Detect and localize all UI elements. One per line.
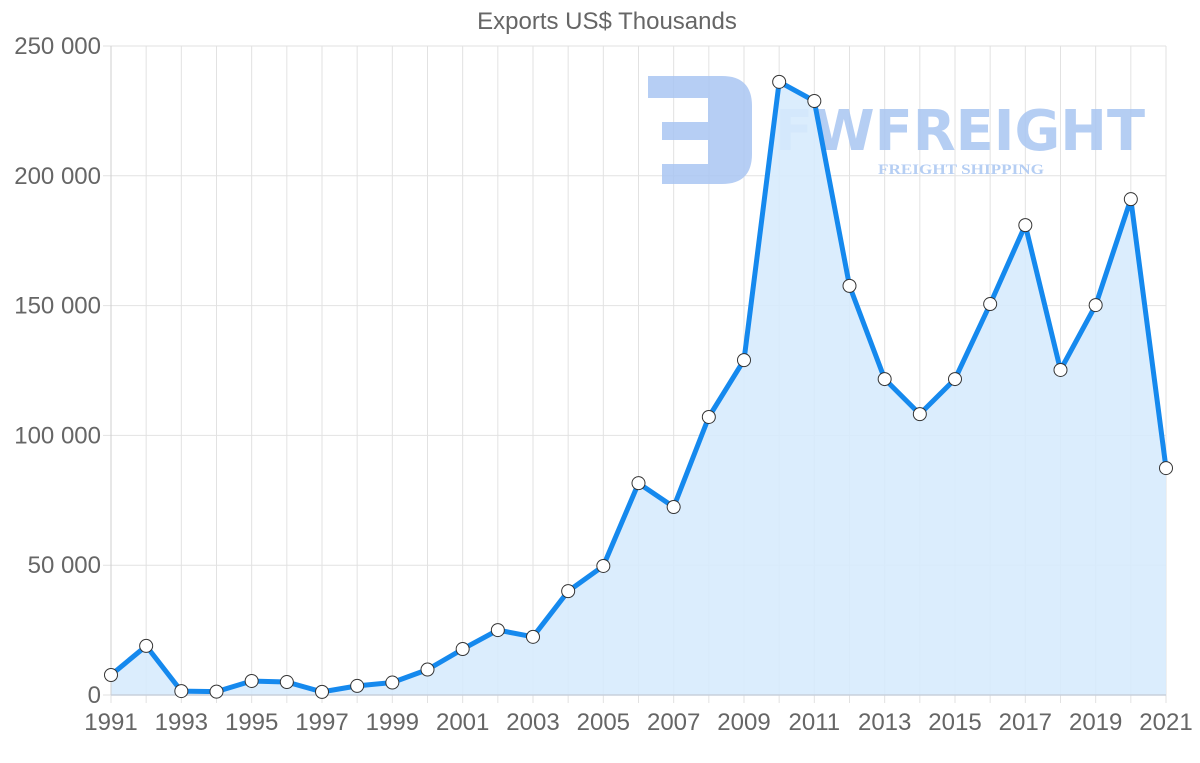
x-tick-label: 1999 — [366, 709, 419, 736]
x-tick-label: 1993 — [155, 709, 208, 736]
data-point-2019[interactable] — [1088, 298, 1103, 313]
data-point-1994[interactable] — [209, 684, 224, 699]
data-point-2009[interactable] — [737, 353, 751, 368]
data-point-2018[interactable] — [1053, 362, 1068, 377]
y-tick-label: 50 000 — [28, 552, 101, 579]
data-point-2006[interactable] — [631, 476, 646, 491]
y-tick-label: 100 000 — [14, 422, 101, 449]
data-point-2021[interactable] — [1159, 461, 1173, 476]
x-tick-label: 2015 — [928, 709, 981, 736]
watermark-logo: FWFREIGHT FREIGHT SHIPPING — [648, 76, 1145, 184]
data-point-2000[interactable] — [420, 662, 435, 677]
data-point-2005[interactable] — [596, 558, 611, 573]
data-point-2017[interactable] — [1018, 218, 1033, 233]
data-point-2001[interactable] — [455, 642, 470, 657]
chart-title: Exports US$ Thousands — [477, 8, 737, 35]
x-tick-label: 1995 — [225, 709, 278, 736]
x-tick-label: 2011 — [789, 709, 841, 736]
x-tick-label: 2003 — [506, 709, 559, 736]
x-tick-label: 2017 — [999, 709, 1052, 736]
data-point-2012[interactable] — [842, 278, 857, 293]
y-tick-label: 250 000 — [14, 33, 101, 60]
x-tick-label: 2009 — [717, 709, 770, 736]
data-point-2015[interactable] — [948, 372, 962, 387]
x-tick-label: 1991 — [84, 709, 137, 736]
data-point-1997[interactable] — [315, 684, 329, 699]
x-tick-label: 2007 — [647, 709, 700, 736]
x-tick-label: 2019 — [1069, 709, 1122, 736]
data-point-1999[interactable] — [385, 675, 400, 690]
x-tick-label: 1997 — [295, 709, 348, 736]
data-point-2014[interactable] — [912, 407, 927, 422]
x-tick-label: 2013 — [858, 709, 911, 736]
data-point-2011[interactable] — [807, 94, 822, 109]
data-point-1991[interactable] — [104, 668, 118, 683]
data-point-1998[interactable] — [350, 678, 365, 693]
data-point-2008[interactable] — [701, 409, 716, 424]
x-axis-ticks: 1991 1993 1995 1997 1999 2001 2003 2005 2007 2009… — [84, 709, 1192, 736]
data-point-1993[interactable] — [174, 684, 189, 699]
y-tick-label: 0 — [88, 682, 101, 709]
data-point-2016[interactable] — [983, 297, 998, 312]
watermark-brand: FWFREIGHT — [775, 99, 1145, 164]
data-point-1995[interactable] — [244, 673, 259, 688]
data-point-2004[interactable] — [561, 584, 576, 599]
x-tick-label: 2001 — [436, 709, 489, 736]
y-tick-label: 150 000 — [14, 293, 101, 320]
data-point-1996[interactable] — [279, 675, 294, 690]
data-point-1992[interactable] — [139, 638, 154, 653]
data-point-2007[interactable] — [666, 500, 681, 515]
data-point-2010[interactable] — [772, 74, 787, 89]
y-axis-ticks: 0 50 000 100 000 150 000 200 000 250 000 — [14, 33, 101, 709]
x-tick-label: 2021 — [1139, 709, 1192, 736]
y-tick-label: 200 000 — [14, 163, 101, 190]
data-point-2013[interactable] — [877, 372, 892, 387]
data-point-2002[interactable] — [490, 623, 505, 638]
axes — [110, 46, 1166, 696]
data-point-2003[interactable] — [526, 629, 540, 644]
data-point-2020[interactable] — [1123, 192, 1138, 207]
data-points — [104, 74, 1173, 699]
watermark-e-icon — [648, 76, 752, 184]
x-tick-label: 2005 — [577, 709, 630, 736]
watermark-tagline: FREIGHT SHIPPING — [878, 162, 1044, 178]
area-fill — [111, 81, 1166, 696]
